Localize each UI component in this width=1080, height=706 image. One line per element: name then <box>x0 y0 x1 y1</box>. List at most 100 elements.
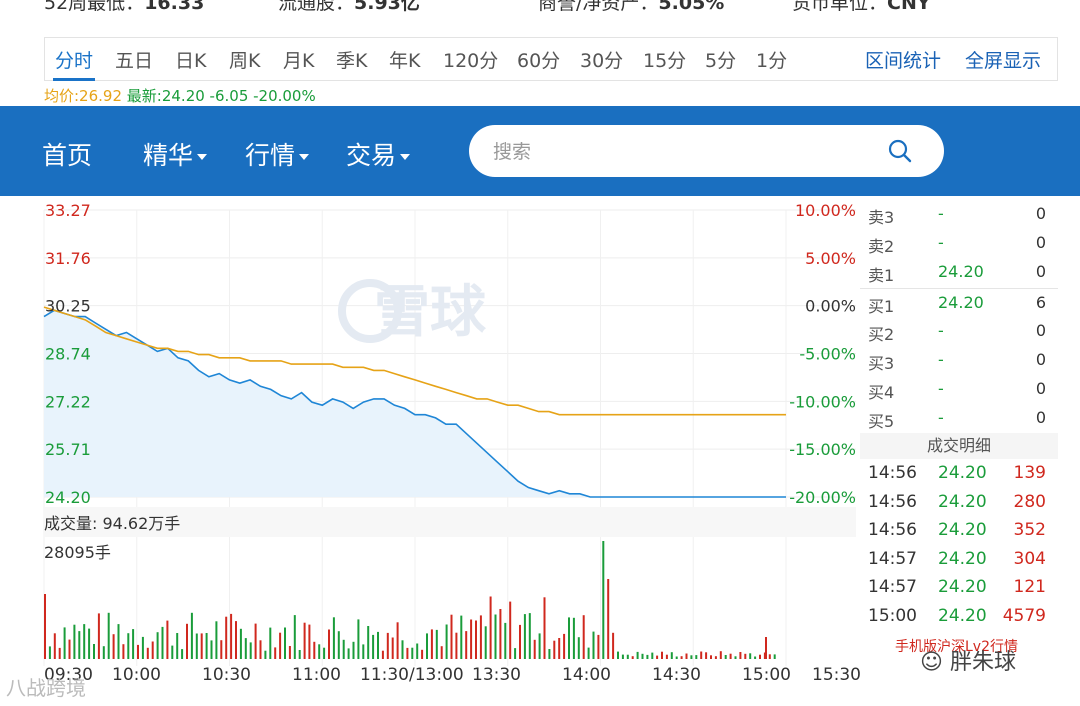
x-tick-label: 15:30 <box>812 665 860 685</box>
fullscreen-link[interactable]: 全屏显示 <box>965 50 1042 72</box>
volume-bar <box>465 631 468 659</box>
order-book-vol: 0 <box>1035 204 1046 223</box>
volume-bar <box>739 652 742 659</box>
tab-quarter-k[interactable]: 季K <box>336 50 368 72</box>
order-book-vol: 6 <box>1035 293 1046 312</box>
level2-link[interactable]: 手机版沪深Lv2行情 <box>895 639 1018 655</box>
tab-60min[interactable]: 60分 <box>517 50 561 72</box>
range-stats-link[interactable]: 区间统计 <box>865 50 942 72</box>
order-book-label: 卖2 <box>868 237 895 256</box>
volume-bar <box>97 613 100 659</box>
volume-bar <box>710 655 712 659</box>
volume-bar <box>112 634 115 659</box>
wechat-watermark: ☺ 胖朱球 <box>920 644 1016 676</box>
order-book-price: - <box>938 350 944 369</box>
tab-week-k[interactable]: 周K <box>229 50 261 72</box>
volume-bar <box>48 646 51 659</box>
stat-currency-value: CNY <box>887 0 931 14</box>
volume-bar <box>107 612 110 659</box>
trade-row: 14:56 24.20 352 <box>860 517 1058 545</box>
volume-bar <box>63 627 66 659</box>
volume-bar <box>83 624 86 659</box>
volume-bar <box>577 637 580 659</box>
trade-time: 14:56 <box>868 491 917 512</box>
volume-bar <box>768 654 771 659</box>
x-tick-label: 10:30 <box>202 665 251 685</box>
tab-120min[interactable]: 120分 <box>443 50 499 72</box>
volume-bar <box>460 615 463 659</box>
volume-bar <box>665 654 668 659</box>
tab-5day[interactable]: 五日 <box>115 50 154 72</box>
volume-bar <box>661 651 663 659</box>
volume-bar <box>161 626 164 659</box>
nav-home[interactable]: 首页 <box>42 141 93 170</box>
volume-bar <box>372 634 375 659</box>
avg-price-series-line <box>43 306 786 416</box>
trade-vol: 304 <box>1013 548 1046 569</box>
x-tick-label: 13:30 <box>472 665 521 685</box>
tab-year-k[interactable]: 年K <box>389 50 421 72</box>
avg-price: 均价:26.92 <box>44 87 122 105</box>
stat-goodwill-label: 商誉/净资产： <box>538 0 659 14</box>
tab-5min[interactable]: 5分 <box>705 50 737 72</box>
caret-down-icon <box>197 154 208 160</box>
price-area-fill <box>44 310 786 497</box>
trade-time: 14:57 <box>868 577 917 597</box>
volume-bar <box>332 617 335 659</box>
tab-day-k[interactable]: 日K <box>175 50 207 72</box>
volume-bar <box>288 646 291 659</box>
volume-bar <box>714 656 717 659</box>
corner-watermark: 八战跨境 <box>6 676 86 700</box>
volume-bar <box>617 651 619 659</box>
order-book-label: 买4 <box>868 383 895 402</box>
volume-bar <box>377 631 379 659</box>
tab-timeshare[interactable]: 分时 <box>55 50 94 72</box>
volume-bar <box>641 653 644 659</box>
order-book-row: 卖2 - 0 <box>860 229 1058 257</box>
volume-bar <box>284 627 286 659</box>
nav-essence[interactable]: 精华 <box>143 136 208 172</box>
y-tick-price: 33.27 <box>45 201 91 220</box>
volume-bar <box>127 633 130 659</box>
volume-bar <box>416 643 419 659</box>
tab-month-k[interactable]: 月K <box>283 50 315 72</box>
y-tick-price: 31.76 <box>45 249 91 268</box>
volume-bar <box>426 633 428 659</box>
trade-time: 14:56 <box>868 520 917 540</box>
volume-bar <box>744 653 747 659</box>
volume-bar <box>200 633 203 659</box>
volume-bar <box>293 615 296 659</box>
volume-bar <box>646 654 649 659</box>
order-book-price: - <box>938 204 944 223</box>
trade-row: 15:00 24.20 4579 <box>860 603 1058 631</box>
volume-bar <box>440 646 443 659</box>
volume-bar <box>705 652 708 659</box>
volume-bar <box>230 613 233 659</box>
trade-time: 14:57 <box>868 548 917 569</box>
volume-bar <box>607 579 610 659</box>
volume-bar <box>259 640 262 659</box>
tab-1min[interactable]: 1分 <box>756 50 788 72</box>
volume-bar <box>68 639 71 659</box>
volume-bar <box>264 650 267 659</box>
trade-vol: 280 <box>1013 491 1046 512</box>
x-tick-label: 14:00 <box>562 665 611 685</box>
nav-market[interactable]: 行情 <box>245 136 310 172</box>
search-input[interactable] <box>491 137 875 167</box>
volume-bar <box>303 622 306 659</box>
volume-bar <box>470 619 473 659</box>
volume-bar <box>88 628 91 659</box>
volume-bar <box>499 609 502 659</box>
nav-trade[interactable]: 交易 <box>346 136 411 172</box>
x-tick-label: 09:30 <box>44 665 93 685</box>
volume-bar <box>235 621 237 659</box>
volume-bar <box>533 639 536 659</box>
volume-bar <box>176 633 179 659</box>
tab-15min[interactable]: 15分 <box>643 50 687 72</box>
tab-30min[interactable]: 30分 <box>580 50 624 72</box>
x-tick-label: 15:00 <box>742 665 791 685</box>
volume-bar <box>220 640 223 659</box>
order-book-row: 买1 24.20 6 <box>860 288 1058 317</box>
search-icon[interactable] <box>887 138 913 164</box>
